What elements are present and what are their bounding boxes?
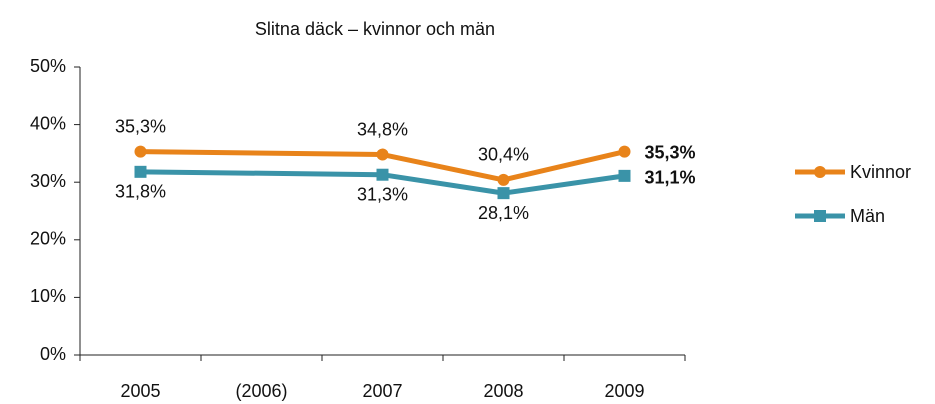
legend-marker xyxy=(814,166,826,178)
y-tick-label: 50% xyxy=(30,56,66,76)
x-tick-label: 2005 xyxy=(120,381,160,401)
data-point xyxy=(376,168,389,181)
legend-label: Män xyxy=(850,206,885,226)
data-label: 28,1% xyxy=(478,203,529,223)
data-point xyxy=(376,148,389,161)
data-point xyxy=(497,187,510,200)
y-tick-label: 30% xyxy=(30,171,66,191)
series-line xyxy=(140,169,625,196)
data-point xyxy=(134,165,147,178)
y-tick-label: 40% xyxy=(30,113,66,133)
chart-title: Slitna däck – kvinnor och män xyxy=(255,19,495,39)
data-label: 31,3% xyxy=(357,184,408,204)
y-tick-label: 20% xyxy=(30,229,66,249)
y-tick-label: 0% xyxy=(40,344,66,364)
data-label: 31,8% xyxy=(115,182,166,202)
data-label: 31,1% xyxy=(645,168,696,188)
data-label: 35,3% xyxy=(645,142,696,162)
data-point xyxy=(497,173,510,186)
x-tick-label: 2007 xyxy=(362,381,402,401)
data-label: 30,4% xyxy=(478,145,529,165)
legend-marker xyxy=(814,210,826,222)
x-tick-label: (2006) xyxy=(235,381,287,401)
data-point xyxy=(134,145,147,158)
data-point xyxy=(618,145,631,158)
x-tick-label: 2008 xyxy=(483,381,523,401)
data-label: 34,8% xyxy=(357,119,408,139)
legend-label: Kvinnor xyxy=(850,162,911,182)
data-label: 35,3% xyxy=(115,116,166,136)
x-tick-label: 2009 xyxy=(604,381,644,401)
series-line xyxy=(140,149,626,183)
data-point xyxy=(618,169,631,182)
y-tick-label: 10% xyxy=(30,286,66,306)
